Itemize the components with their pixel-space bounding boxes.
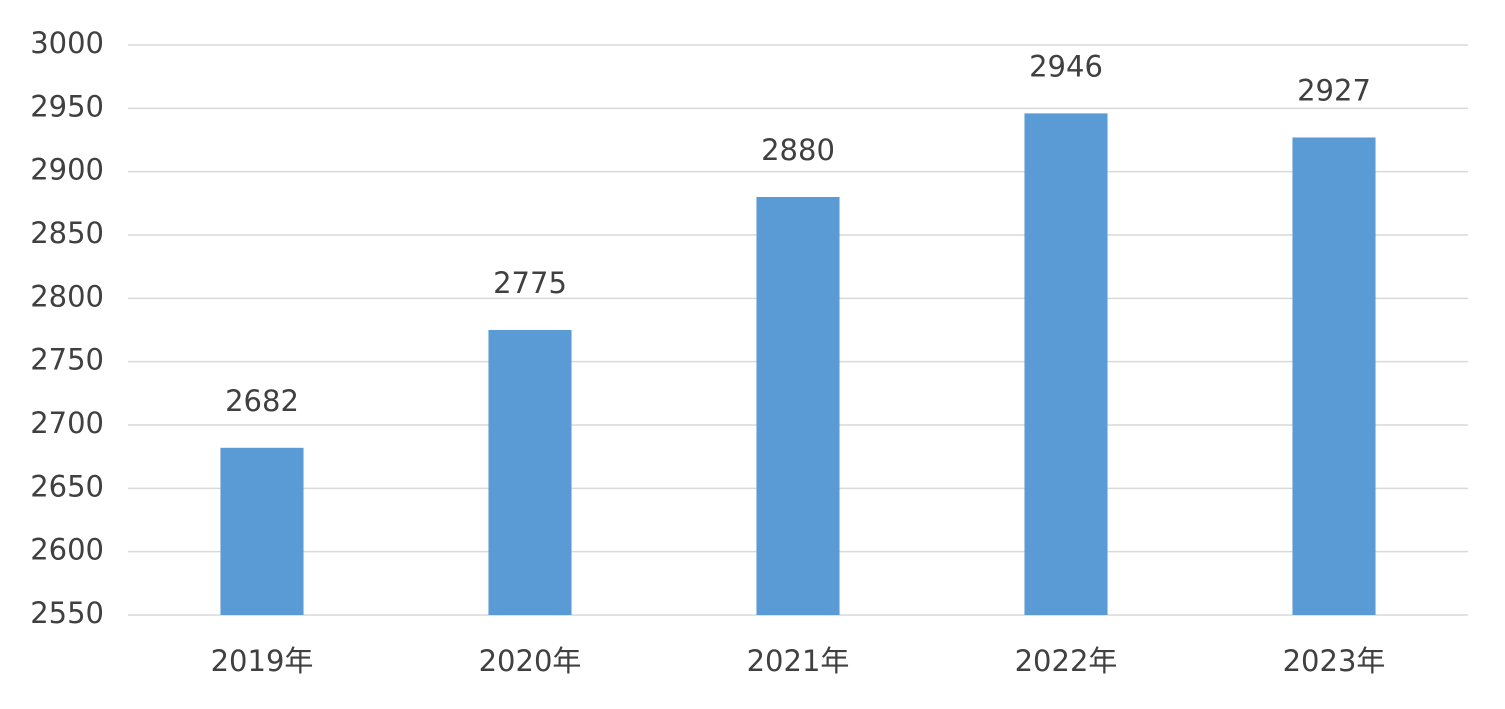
value-label: 2880 xyxy=(761,133,835,167)
y-tick-label: 2550 xyxy=(30,596,104,630)
x-tick-label: 2020年 xyxy=(479,644,582,678)
x-tick-label: 2022年 xyxy=(1015,644,1118,678)
y-tick-label: 2750 xyxy=(30,343,104,377)
bar xyxy=(488,330,572,615)
y-tick-label: 2800 xyxy=(30,279,104,313)
value-label: 2927 xyxy=(1297,73,1371,107)
bar xyxy=(1292,137,1376,615)
y-tick-label: 2850 xyxy=(30,216,104,250)
value-label: 2946 xyxy=(1029,49,1103,83)
y-tick-label: 2700 xyxy=(30,406,104,440)
y-tick-label: 3000 xyxy=(30,26,104,60)
x-tick-label: 2019年 xyxy=(211,644,314,678)
y-tick-label: 2600 xyxy=(30,533,104,567)
x-tick-label: 2021年 xyxy=(747,644,850,678)
bar xyxy=(220,447,304,615)
bar xyxy=(756,197,840,615)
bar xyxy=(1024,113,1108,616)
value-label: 2682 xyxy=(225,384,299,418)
y-tick-label: 2650 xyxy=(30,469,104,503)
y-tick-label: 2950 xyxy=(30,89,104,123)
x-tick-label: 2023年 xyxy=(1283,644,1386,678)
value-label: 2775 xyxy=(493,266,567,300)
y-tick-label: 2900 xyxy=(30,153,104,187)
